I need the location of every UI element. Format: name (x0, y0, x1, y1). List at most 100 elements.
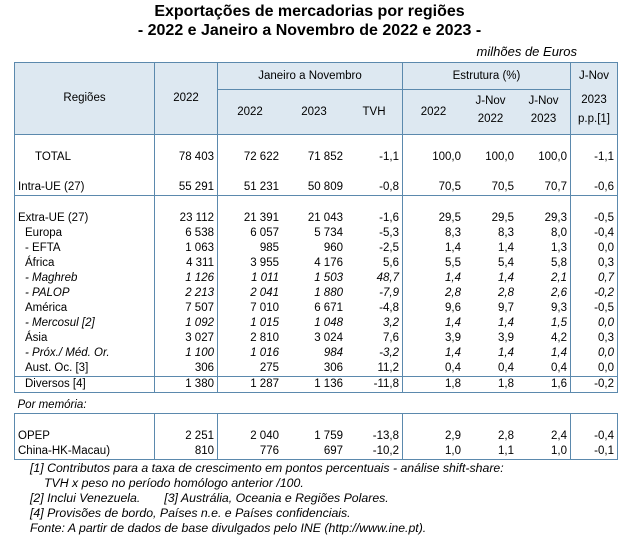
cell: -0,5 (570, 301, 618, 316)
cell: 2,9 (445, 430, 461, 442)
row-label: - Maghreb (14, 271, 155, 286)
table-row: OPEP 2 251 2 040 1 759 -13,8 2,9 2,8 2,4… (14, 429, 618, 444)
cell: 29,5 (491, 212, 514, 224)
cell: 985 (259, 242, 279, 254)
cell: 9,3 (517, 301, 571, 316)
row-label: - EFTA (14, 241, 155, 256)
cell: 2 041 (250, 287, 279, 299)
row-label: - PALOP (14, 286, 155, 301)
cell: 1 126 (154, 271, 218, 286)
cell: 70,5 (464, 180, 517, 196)
note-4: [4] Provisões de bordo, Países n.e. e Pa… (30, 506, 351, 520)
cell: 21 043 (307, 212, 343, 224)
cell: 1 759 (314, 430, 343, 442)
cell: 0,7 (570, 271, 618, 286)
cell: 1,4 (498, 347, 514, 359)
cell: -11,8 (346, 376, 403, 393)
note-2-3: [2] Inclui Venezuela. [3] Austrália, Ocea… (30, 491, 504, 506)
cell: 1,4 (445, 317, 461, 329)
header-est-jnov23-b: 2023 (517, 112, 571, 135)
cell: 2,1 (517, 271, 571, 286)
row-label: - Mercosul [2] (14, 316, 155, 331)
row-label: América (14, 301, 155, 316)
cell: 70,5 (402, 180, 464, 196)
cell: -4,8 (346, 301, 403, 316)
cell: 100,0 (485, 151, 514, 163)
cell: -0,6 (570, 180, 618, 196)
cell: 6 538 (154, 226, 218, 241)
footnotes: [1] Contributos para a taxa de crescimen… (30, 461, 504, 536)
note-1b: TVH x peso no período homólogo anterior … (44, 476, 304, 490)
spacer-row (14, 195, 618, 211)
cell: 0,3 (570, 331, 618, 346)
row-label: Intra-UE (27) (14, 180, 155, 196)
row-label: Aust. Oc. [3] (14, 361, 155, 377)
note-1a: [1] Contributos para a taxa de crescimen… (30, 461, 504, 475)
cell: 697 (282, 444, 346, 460)
cell: -1,1 (346, 150, 403, 165)
table-row: - Próx./ Méd. Or. 1 100 1 016 984 -3,2 1… (14, 346, 618, 361)
cell: 1 063 (154, 241, 218, 256)
cell: 2 810 (250, 332, 279, 344)
cell: 1,4 (498, 242, 514, 254)
cell: -1,6 (346, 211, 403, 226)
table-row: América 7 507 7 010 6 671 -4,8 9,6 9,7 9… (14, 301, 618, 316)
cell: 2 251 (154, 429, 218, 444)
header-estrutura: Estrutura (%) (402, 62, 571, 90)
cell: 3,2 (346, 316, 403, 331)
cell: 3,9 (498, 332, 514, 344)
table-row: - EFTA 1 063 985 960 -2,5 1,4 1,4 1,3 0,… (14, 241, 618, 256)
cell: 2 213 (154, 286, 218, 301)
cell: 1,3 (517, 241, 571, 256)
cell: 1,4 (445, 242, 461, 254)
header-row-1: Regiões 2022 Janeiro a Novembro Estrutur… (14, 62, 618, 135)
cell: 29,3 (517, 211, 571, 226)
cell: 8,3 (498, 227, 514, 239)
cell: -0,5 (570, 211, 618, 226)
cell: -0,1 (570, 444, 618, 460)
cell: -0,8 (346, 180, 403, 196)
row-label: África (14, 256, 155, 271)
header-2022: 2022 (154, 62, 218, 135)
cell: 3,9 (445, 332, 461, 344)
cell: 0,0 (570, 241, 618, 256)
header-jnov: J-Nov (570, 62, 618, 90)
cell: 7,6 (346, 331, 403, 346)
cell: 1,4 (517, 346, 571, 361)
cell: 3 024 (314, 332, 343, 344)
cell: 55 291 (154, 180, 218, 196)
header-regioes: Regiões (14, 62, 155, 135)
cell: 2,6 (517, 286, 571, 301)
table-row: Intra-UE (27) 55 291 51 231 50 809 -0,8 … (14, 180, 618, 196)
note-3: [3] Austrália, Oceania e Regiões Polares… (164, 491, 389, 505)
cell: 1,8 (402, 376, 464, 393)
table-row: - PALOP 2 213 2 041 1 880 -7,9 2,8 2,8 2… (14, 286, 618, 301)
cell: -0,4 (570, 429, 618, 444)
units-label: milhões de Euros (476, 44, 577, 59)
cell: 1 015 (250, 317, 279, 329)
cell: 306 (282, 361, 346, 377)
table-row: África 4 311 3 955 4 176 5,6 5,5 5,4 5,8… (14, 256, 618, 271)
cell: -3,2 (346, 346, 403, 361)
cell: 70,7 (517, 180, 571, 196)
cell: 7 507 (154, 301, 218, 316)
cell: 71 852 (307, 151, 343, 163)
cell: 0,4 (464, 361, 517, 377)
row-label: Extra-UE (27) (14, 211, 155, 226)
table-row: - Mercosul [2] 1 092 1 015 1 048 3,2 1,4… (14, 316, 618, 331)
header-row-2: 2022 2023 TVH 2022 J-Nov J-Nov 2023 (15, 89, 618, 135)
cell: 776 (217, 444, 282, 460)
row-label: OPEP (14, 429, 155, 444)
header-sub-tvh: TVH (346, 89, 403, 135)
header-sub-2022: 2022 (217, 89, 282, 135)
cell: 3 027 (154, 331, 218, 346)
cell: 1 016 (250, 347, 279, 359)
cell: 1 048 (314, 317, 343, 329)
header-jnov-sub2: p.p.[1] (570, 112, 618, 135)
cell: 1 100 (154, 346, 218, 361)
cell: 810 (154, 444, 218, 460)
row-label: TOTAL (14, 150, 155, 165)
title-line-2: - 2022 e Janeiro a Novembro de 2022 e 20… (137, 22, 482, 39)
cell: 275 (217, 361, 282, 377)
